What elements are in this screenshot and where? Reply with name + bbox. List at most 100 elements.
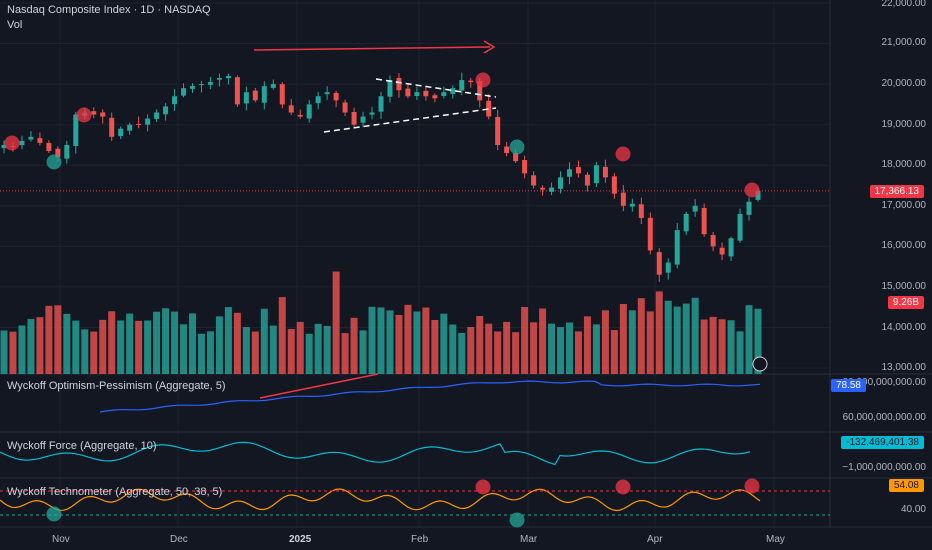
- signal-marker: [46, 506, 62, 522]
- candle-body: [683, 213, 689, 232]
- force-title[interactable]: Wyckoff Force (Aggregate, 10): [7, 440, 157, 452]
- volume-bar: [574, 331, 582, 374]
- candle-body: [567, 169, 572, 177]
- candle-body: [216, 78, 222, 80]
- candle-body: [549, 187, 555, 192]
- volume-bar: [449, 324, 457, 374]
- candle-body: [728, 238, 734, 257]
- volume-tag: 9.26B: [887, 296, 924, 309]
- volume-bar: [521, 306, 529, 374]
- candle-body: [190, 86, 195, 89]
- drawing-annotations[interactable]: [4, 40, 768, 528]
- candle-body: [602, 166, 608, 178]
- volume-label: Vol: [7, 19, 23, 31]
- volume-bar: [530, 322, 538, 374]
- volume-bar: [27, 319, 35, 374]
- candle-body: [414, 92, 420, 97]
- wedge-upper-line: [375, 78, 497, 98]
- candle-body: [234, 77, 240, 105]
- optimism-trend-line: [259, 373, 379, 399]
- candle-body: [611, 176, 617, 194]
- volume-bar: [592, 324, 600, 374]
- candle-body: [91, 111, 97, 115]
- volume-bar: [467, 327, 475, 374]
- volume-bar: [135, 320, 143, 374]
- volume-bar: [718, 319, 726, 374]
- candle-body: [19, 140, 25, 146]
- candle-body: [145, 118, 151, 125]
- technometer-tick: 40.00: [900, 504, 926, 515]
- volume-bar: [431, 319, 439, 374]
- volume-bar: [144, 320, 152, 374]
- candle-body: [584, 174, 590, 186]
- volume-bar: [36, 317, 44, 374]
- optimism-line: [99, 380, 761, 413]
- volume-bar: [458, 332, 466, 374]
- volume-bar: [395, 314, 403, 374]
- candle-body: [656, 252, 662, 275]
- technometer-value-tag: 54.08: [888, 479, 924, 492]
- volume-bar: [485, 323, 493, 374]
- volume-bar: [153, 311, 161, 374]
- candle-body: [225, 76, 231, 79]
- volume-bar: [736, 331, 744, 374]
- trend-arrowhead: [483, 40, 496, 54]
- chart-title[interactable]: Nasdaq Composite Index · 1D · NASDAQ: [7, 4, 211, 16]
- price-tick: 19,000.00: [881, 119, 927, 130]
- volume-bar: [63, 313, 71, 374]
- volume-bar: [404, 304, 412, 374]
- candle-body: [450, 88, 456, 94]
- volume-bar: [583, 316, 591, 374]
- candle-body: [441, 92, 447, 96]
- volume-bar: [305, 333, 313, 374]
- candle-body: [342, 102, 348, 113]
- volume-bar: [664, 300, 672, 374]
- technometer-title[interactable]: Wyckoff Technometer (Aggregate, 50, 38, …: [7, 486, 223, 498]
- candle-body: [306, 104, 312, 119]
- volume-bar: [81, 329, 89, 374]
- candle-body: [207, 82, 213, 85]
- volume-bar: [539, 308, 547, 374]
- candle-body: [674, 230, 680, 265]
- candle-body: [468, 80, 474, 83]
- candle-body: [279, 84, 285, 105]
- force-value-tag: -132,469,401.38: [841, 436, 924, 449]
- price-tick: 17,000.00: [881, 200, 927, 211]
- trend-arrow: [253, 46, 491, 51]
- indicator-lines: [0, 380, 830, 516]
- optimism-tick-top: 80,000,000,000.00: [842, 377, 926, 388]
- candle-body: [172, 96, 178, 105]
- candle-body: [1, 144, 7, 149]
- volume-bar: [566, 322, 573, 374]
- volume-bar: [45, 305, 53, 374]
- volume-bar: [548, 323, 556, 374]
- volume-bar: [691, 297, 699, 374]
- candle-body: [396, 78, 402, 91]
- volume-bar: [269, 325, 277, 374]
- volume-bar: [673, 306, 681, 374]
- candle-body: [360, 116, 366, 123]
- volume-bar: [197, 333, 205, 374]
- candle-body: [423, 90, 429, 97]
- volume-bar: [727, 320, 735, 374]
- price-tick: 21,000.00: [881, 37, 927, 48]
- candle-body: [755, 190, 761, 200]
- candle-body: [333, 92, 339, 101]
- volume-bar: [72, 320, 80, 374]
- optimism-title[interactable]: Wyckoff Optimism-Pessimism (Aggregate, 5…: [7, 380, 226, 392]
- volume-bar: [476, 316, 484, 374]
- signal-marker: [509, 512, 525, 528]
- candlestick-series: [1, 72, 761, 282]
- optimism-value-tag: 78.58: [830, 379, 866, 392]
- candle-body: [522, 159, 528, 174]
- candle-body: [387, 80, 393, 97]
- volume-bar: [368, 306, 376, 374]
- volume-bar: [314, 323, 322, 374]
- volume-bar: [754, 308, 762, 374]
- volume-bar: [9, 331, 17, 374]
- force-line: [0, 441, 751, 466]
- volume-bar: [180, 324, 188, 374]
- volume-bar: [440, 313, 448, 374]
